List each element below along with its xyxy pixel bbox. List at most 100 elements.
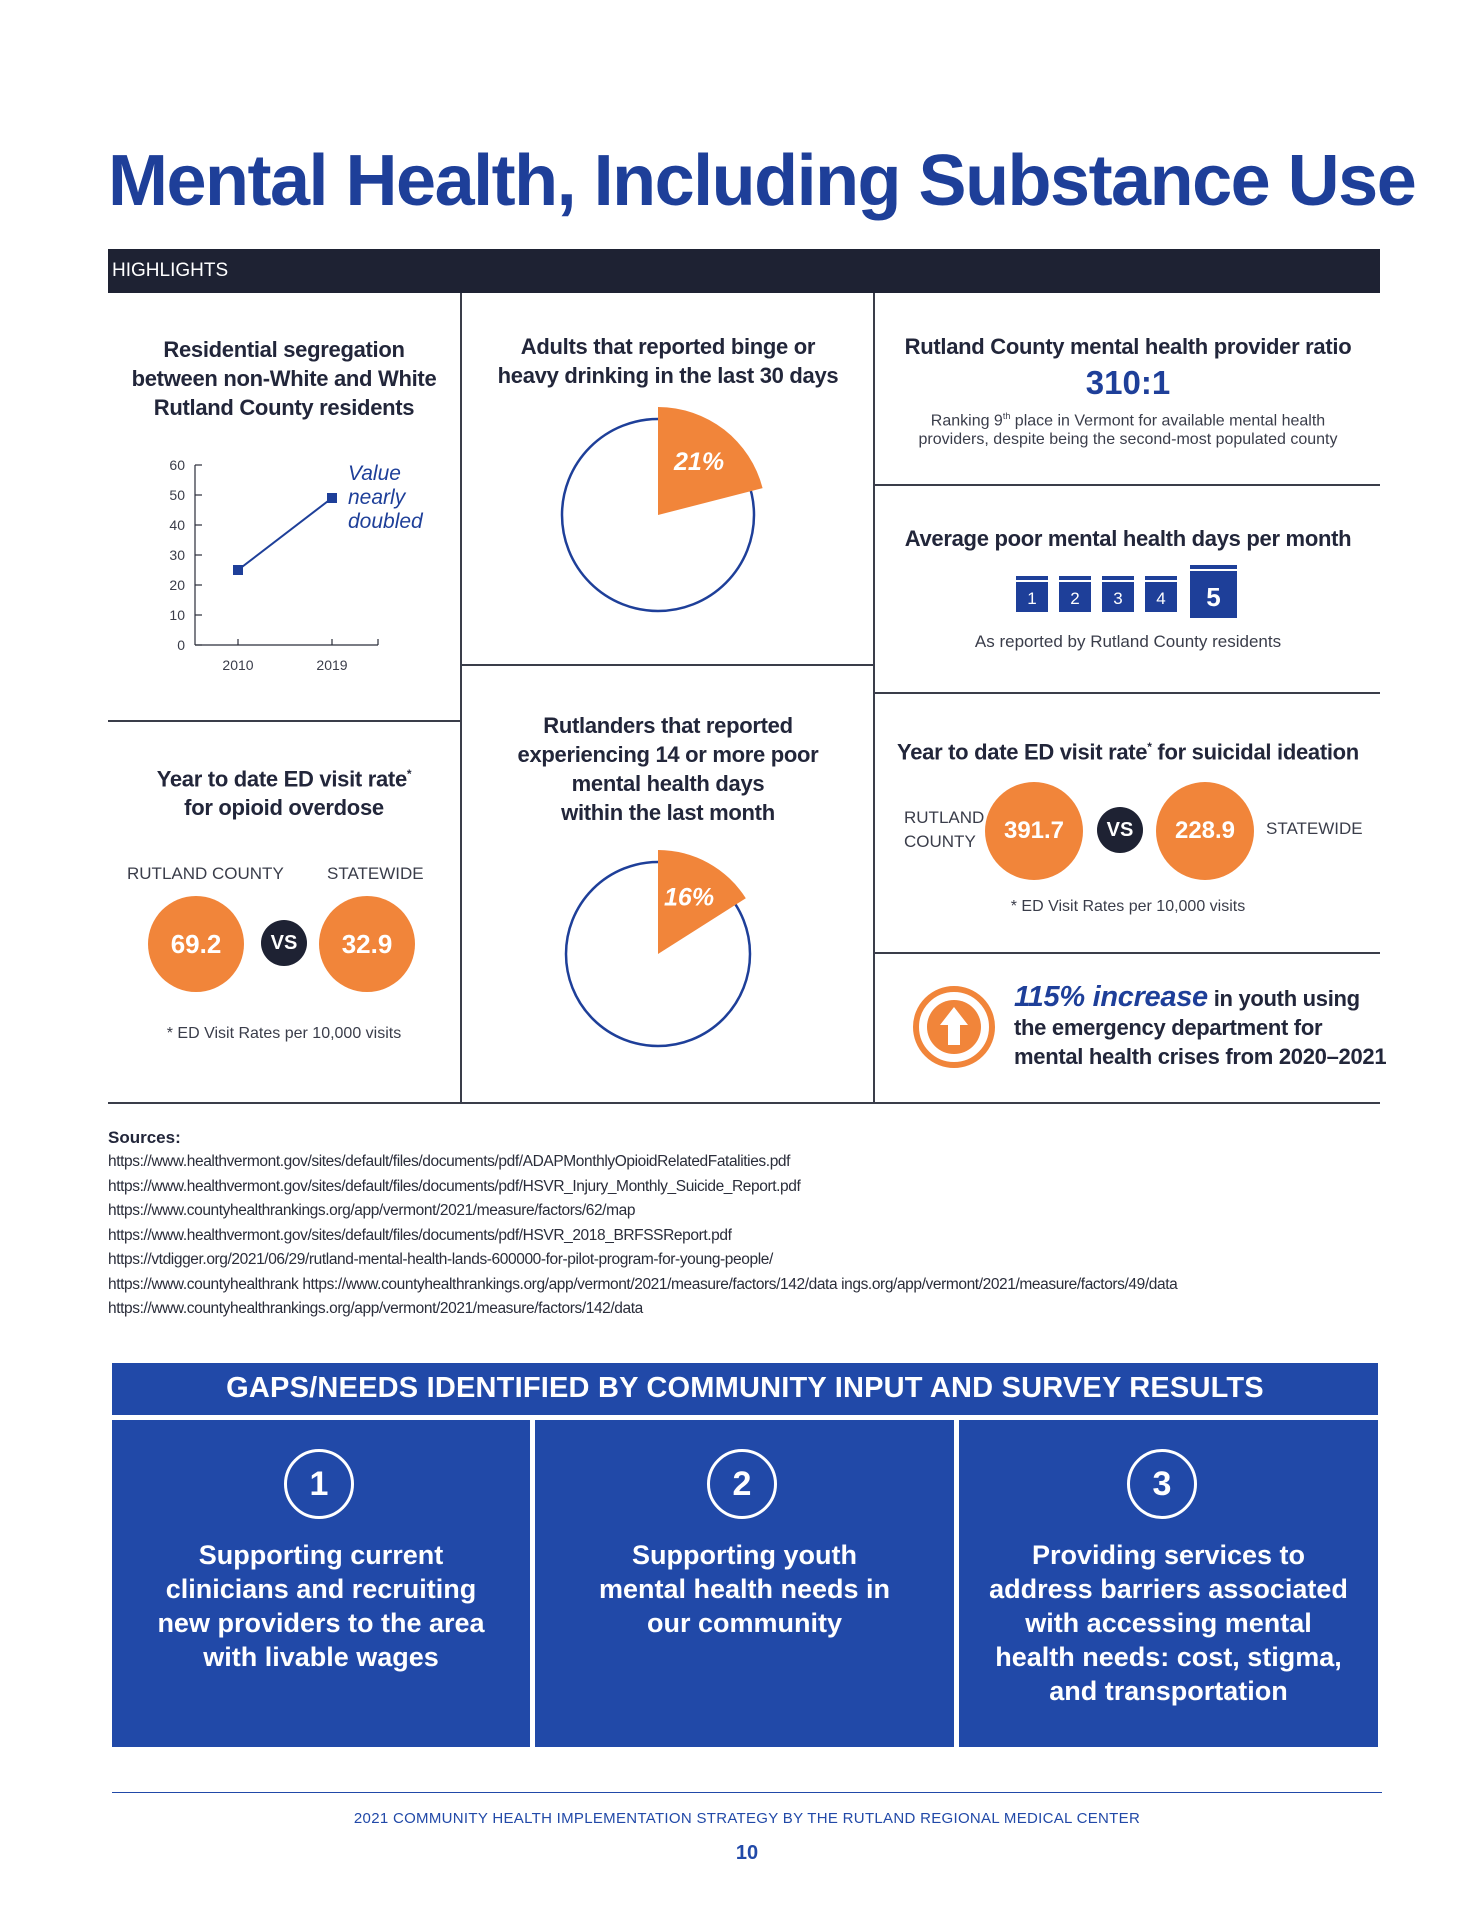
source-link[interactable]: https://www.countyhealthrank https://www…	[108, 1275, 1178, 1293]
opioid-title: Year to date ED visit rate* for opioid o…	[112, 760, 456, 822]
x-tick-label: 2010	[222, 657, 253, 673]
calendar-day: 2	[1070, 589, 1080, 608]
row-divider-right-3	[873, 952, 1380, 954]
segregation-title-line: between non-White and White	[131, 366, 437, 391]
segregation-line-chart: 0 10 20 30 40 50 60 2010 2019	[169, 457, 379, 673]
poor14-title-line: Rutlanders that reported	[543, 713, 793, 738]
suicidal-rutland-value: 391.7	[985, 782, 1083, 880]
column-divider-left	[460, 293, 462, 1103]
annotation-line: doubled	[348, 510, 423, 533]
provider-ratio-value: 310:1	[1085, 364, 1171, 401]
row-divider-left	[108, 720, 460, 722]
pie-slice	[658, 850, 746, 954]
gap-text-line: address barriers associated	[989, 1574, 1348, 1604]
y-tick-label: 40	[169, 517, 185, 533]
youth-increase-text: 115% increase in youth using the emergen…	[1014, 981, 1387, 1071]
gap-number-badge: 2	[707, 1449, 777, 1519]
gap-text-line: new providers to the area	[157, 1608, 485, 1638]
gap-panel-1: 1 Supporting current clinicians and recr…	[112, 1420, 530, 1747]
suicidal-title: Year to date ED visit rate* for suicidal…	[880, 733, 1376, 766]
suicidal-title-text: Year to date ED visit rate	[897, 739, 1148, 765]
gap-text-line: mental health needs in	[598, 1574, 891, 1604]
poor14-title: Rutlanders that reported experiencing 14…	[468, 711, 868, 827]
binge-pie-chart: 21%	[560, 407, 763, 613]
source-link[interactable]: https://www.healthvermont.gov/sites/defa…	[108, 1226, 732, 1244]
poor14-title-line: within the last month	[561, 800, 775, 825]
y-tick-label: 50	[169, 487, 185, 503]
segregation-title: Residential segregation between non-Whit…	[112, 335, 456, 422]
gap-panel-3: 3 Providing services to address barriers…	[959, 1420, 1378, 1747]
opioid-title-line2: for opioid overdose	[184, 795, 384, 821]
poor14-title-line: mental health days	[571, 771, 765, 796]
page-title: Mental Health, Including Substance Use	[108, 141, 1417, 221]
binge-title-line: Adults that reported binge or	[520, 334, 816, 359]
gap-text-line: with accessing mental	[1025, 1608, 1312, 1638]
suicidal-statewide-value: 228.9	[1156, 782, 1254, 880]
calendar-icon: 4	[1145, 576, 1177, 612]
youth-highlight: 115% increase	[1014, 981, 1208, 1013]
highlights-bar: HIGHLIGHTS	[108, 249, 1380, 293]
calendar-icon: 2	[1059, 576, 1091, 612]
source-link[interactable]: https://www.healthvermont.gov/sites/defa…	[108, 1177, 801, 1195]
opioid-title-line1: Year to date ED visit rate*	[112, 760, 456, 793]
opioid-title-star: *	[406, 767, 412, 781]
series-line	[237, 497, 333, 571]
youth-line2: the emergency department for	[1014, 1015, 1323, 1040]
gap-text-line: our community	[646, 1608, 842, 1638]
gap-text-line: Supporting youth	[632, 1540, 857, 1570]
poor-days-title: Average poor mental health days per mont…	[904, 526, 1352, 551]
gap-text-line: with livable wages	[203, 1642, 439, 1672]
provider-ratio-note-line1: Ranking 9th place in Vermont for availab…	[880, 407, 1376, 430]
opioid-title-text: Year to date ED visit rate	[156, 766, 408, 792]
arrow-up-icon	[913, 986, 995, 1068]
opioid-rutland-label: RUTLAND COUNTY	[127, 864, 284, 883]
suicidal-footnote: * ED Visit Rates per 10,000 visits	[1010, 898, 1246, 915]
row-divider-middle	[460, 664, 873, 666]
provider-ratio-note: Ranking 9th place in Vermont for availab…	[880, 407, 1376, 449]
source-link[interactable]: https://www.countyhealthrankings.org/app…	[108, 1202, 636, 1219]
y-tick-label: 20	[169, 577, 185, 593]
suicidal-title-text: for suicidal ideation	[1151, 739, 1359, 765]
calendar-icon: 3	[1102, 576, 1134, 612]
calendar-day: 3	[1113, 589, 1123, 608]
source-link[interactable]: https://www.healthvermont.gov/sites/defa…	[108, 1153, 791, 1170]
annotation-line: Value	[348, 462, 401, 485]
segregation-title-line: Residential segregation	[163, 337, 405, 362]
gap-text-line: Providing services to	[1031, 1540, 1306, 1570]
gaps-header: GAPS/NEEDS IDENTIFIED BY COMMUNITY INPUT…	[112, 1363, 1378, 1415]
opioid-rutland-value: 69.2	[148, 896, 244, 992]
youth-line1-rest: in youth using	[1207, 986, 1360, 1011]
note-pre: Ranking 9	[930, 412, 1003, 430]
y-tick-label: 0	[177, 637, 185, 653]
gap-text-line: health needs: cost, stigma,	[995, 1642, 1342, 1672]
data-point	[233, 565, 243, 575]
poor14-title-line: experiencing 14 or more poor	[517, 742, 819, 767]
segregation-title-line: Rutland County residents	[153, 395, 415, 420]
opioid-vs-badge: VS	[261, 920, 307, 966]
page-number: 10	[735, 1842, 759, 1864]
note-sup: th	[1002, 411, 1011, 421]
pie-slice	[658, 407, 763, 515]
provider-ratio-note-line2: providers, despite being the second-most…	[918, 431, 1338, 449]
row-divider-right-2	[873, 692, 1380, 694]
column-divider-right	[873, 293, 875, 1103]
annotation-line: nearly	[348, 486, 406, 509]
gap-panel-2: 2 Supporting youth mental health needs i…	[535, 1420, 954, 1747]
gap-text-line: clinicians and recruiting	[165, 1574, 477, 1604]
gap-number-badge: 3	[1127, 1449, 1197, 1519]
data-point	[327, 493, 337, 503]
gap-text: Supporting youth mental health needs in …	[535, 1538, 954, 1640]
y-tick-label: 60	[169, 457, 185, 473]
grid-bottom-rule	[108, 1102, 1380, 1104]
sources-list: https://www.healthvermont.gov/sites/defa…	[108, 1150, 1178, 1322]
segregation-annotation: Value nearly doubled	[348, 462, 423, 534]
suicidal-rutland-label-line: RUTLAND	[904, 808, 985, 827]
opioid-footnote: * ED Visit Rates per 10,000 visits	[166, 1025, 402, 1042]
calendar-icon: 1	[1016, 576, 1048, 612]
source-link[interactable]: https://www.countyhealthrankings.org/app…	[108, 1300, 643, 1317]
pie-label: 21%	[673, 448, 724, 476]
source-link[interactable]: https://vtdigger.org/2021/06/29/rutland-…	[108, 1251, 773, 1268]
calendar-day: 1	[1027, 589, 1037, 608]
footer-text: 2021 COMMUNITY HEALTH IMPLEMENTATION STR…	[353, 1810, 1141, 1827]
sources-label: Sources:	[108, 1128, 181, 1147]
